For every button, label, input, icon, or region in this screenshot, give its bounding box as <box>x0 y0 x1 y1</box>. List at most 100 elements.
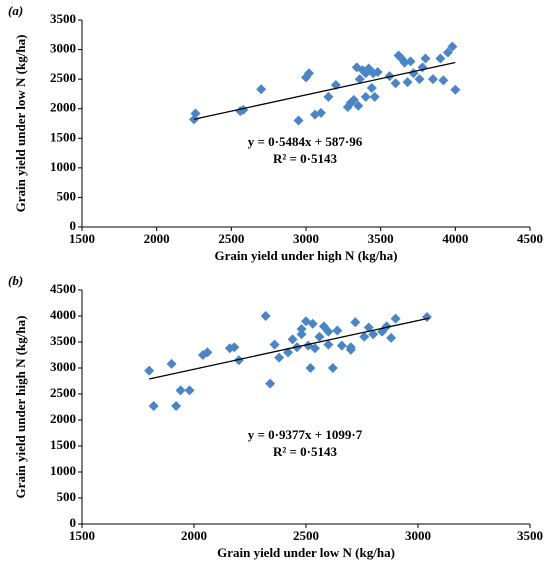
x-axis-label: Grain yield under high N (kg/ha) <box>215 248 398 263</box>
y-tick-label: 500 <box>57 489 77 504</box>
point <box>287 334 298 345</box>
panel-label: (a) <box>8 3 23 18</box>
point <box>144 365 155 376</box>
equation: y = 0·5484x + 587·96 <box>248 134 363 149</box>
x-tick-label: 2000 <box>181 528 207 543</box>
y-tick-label: 1000 <box>50 159 76 174</box>
point <box>307 318 318 329</box>
point <box>293 115 304 126</box>
point <box>381 321 392 332</box>
point <box>420 53 431 64</box>
y-axis-label: Grain yield under low N (kg/ha) <box>13 35 28 213</box>
y-tick-label: 3000 <box>50 359 76 374</box>
point <box>354 74 365 85</box>
y-tick-label: 1500 <box>50 129 76 144</box>
point <box>171 400 182 411</box>
point <box>309 343 320 354</box>
y-tick-label: 3000 <box>50 41 76 56</box>
equation: R² = 0·5143 <box>273 444 338 459</box>
x-tick-label: 4000 <box>442 231 468 246</box>
point <box>405 56 416 67</box>
point <box>372 67 383 78</box>
y-tick-label: 2000 <box>50 100 76 115</box>
point <box>296 329 307 340</box>
point <box>148 400 159 411</box>
point <box>303 68 314 79</box>
y-tick-label: 0 <box>70 515 77 530</box>
point <box>202 347 213 358</box>
y-tick-label: 500 <box>57 188 77 203</box>
y-tick-label: 4000 <box>50 307 76 322</box>
point <box>360 91 371 102</box>
x-tick-label: 1500 <box>69 231 95 246</box>
point <box>421 312 432 323</box>
point <box>323 326 334 337</box>
x-tick-label: 3500 <box>368 231 394 246</box>
y-axis-label: Grain yield under high N (kg/ha) <box>13 316 28 499</box>
point <box>305 363 316 373</box>
y-tick-label: 3500 <box>50 11 76 26</box>
point <box>296 324 307 334</box>
x-tick-label: 3500 <box>517 528 543 543</box>
point <box>390 78 401 89</box>
point <box>414 74 425 85</box>
point <box>323 91 334 102</box>
y-tick-label: 2000 <box>50 411 76 426</box>
trendline <box>149 317 430 380</box>
point <box>327 363 338 373</box>
point <box>386 332 397 343</box>
point <box>315 107 326 118</box>
x-tick-label: 3000 <box>405 528 431 543</box>
y-tick-label: 3500 <box>50 333 76 348</box>
point <box>190 108 201 119</box>
point <box>435 53 446 64</box>
point <box>314 331 325 342</box>
point <box>336 340 347 351</box>
point <box>345 342 356 353</box>
x-tick-label: 3000 <box>293 231 319 246</box>
point <box>369 91 380 102</box>
point <box>260 311 271 321</box>
trendline <box>193 61 456 120</box>
point <box>368 329 379 340</box>
point <box>363 322 374 333</box>
y-tick-label: 1500 <box>50 437 76 452</box>
x-tick-label: 4500 <box>517 231 543 246</box>
x-tick-label: 2000 <box>144 231 170 246</box>
point <box>442 47 453 58</box>
point <box>359 331 370 342</box>
point <box>390 313 401 324</box>
point <box>166 358 177 369</box>
y-tick-label: 4500 <box>50 281 76 296</box>
x-axis-label: Grain yield under low N (kg/ha) <box>217 545 395 560</box>
point <box>229 342 240 353</box>
point <box>323 339 334 350</box>
point <box>348 94 359 105</box>
point <box>274 352 285 363</box>
y-tick-label: 2500 <box>50 385 76 400</box>
point <box>184 385 195 396</box>
x-tick-label: 2500 <box>293 528 319 543</box>
x-tick-label: 1500 <box>69 528 95 543</box>
point <box>447 41 458 52</box>
point <box>256 84 267 95</box>
point <box>402 77 413 88</box>
x-tick-label: 2500 <box>218 231 244 246</box>
point <box>438 75 449 86</box>
equation: y = 0·9377x + 1099·7 <box>248 427 363 442</box>
point <box>269 339 280 350</box>
y-tick-label: 1000 <box>50 463 76 478</box>
equation: R² = 0·5143 <box>273 151 338 166</box>
point <box>353 100 364 111</box>
point <box>366 83 377 94</box>
point <box>265 378 276 389</box>
point <box>175 385 186 396</box>
point <box>450 84 461 95</box>
panel-label: (b) <box>8 273 23 288</box>
point <box>332 325 343 336</box>
point <box>233 355 244 366</box>
point <box>427 74 438 85</box>
y-tick-label: 0 <box>70 218 77 233</box>
point <box>350 317 361 328</box>
